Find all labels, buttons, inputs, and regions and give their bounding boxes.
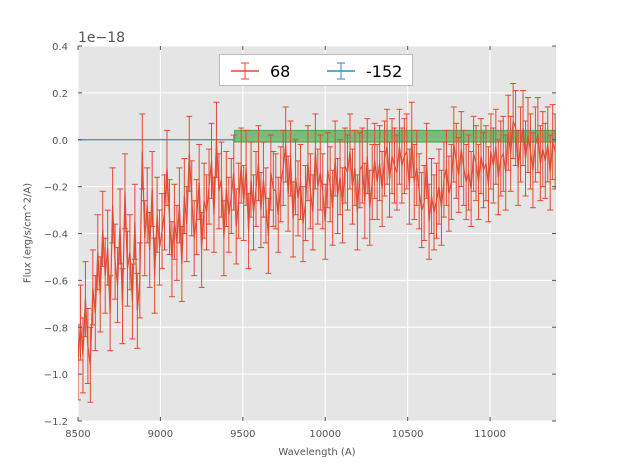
y-tick-label: 0.4 — [52, 42, 68, 53]
y-tick-label: 0.2 — [52, 89, 68, 100]
y-offset-label: 1e−18 — [78, 30, 126, 46]
legend-errorbar-icon — [327, 62, 355, 80]
y-tick-label: −1.0 — [44, 370, 68, 381]
x-tick-label: 11000 — [474, 429, 506, 440]
plot-area — [78, 83, 556, 403]
legend-label-neg152: -152 — [366, 61, 403, 81]
x-tick-label: 8500 — [65, 429, 90, 440]
x-tick-label: 10000 — [309, 429, 341, 440]
x-axis-label: Wavelength (A) — [278, 447, 356, 458]
y-tick-label: −0.4 — [44, 230, 68, 241]
x-tick-label: 10500 — [392, 429, 424, 440]
y-tick-label: −0.8 — [44, 323, 68, 334]
legend-errorbar-icon — [231, 62, 259, 80]
band-region — [234, 129, 556, 143]
y-axis-label: Flux (erg/s/cm^2/A) — [22, 182, 34, 284]
legend-item-68: 68 — [228, 59, 290, 83]
series-68-line — [78, 120, 556, 365]
y-tick-label: 0.0 — [52, 136, 68, 147]
y-tick-label: −1.2 — [44, 417, 68, 428]
x-tick-label: 9000 — [148, 429, 173, 440]
legend-item-neg152: -152 — [324, 59, 402, 83]
legend-label-68: 68 — [270, 61, 291, 81]
x-tick-label: 9500 — [230, 429, 255, 440]
y-tick-label: −0.2 — [44, 183, 68, 194]
y-tick-label: −0.6 — [44, 276, 68, 287]
legend: 68 -152 — [219, 54, 413, 86]
